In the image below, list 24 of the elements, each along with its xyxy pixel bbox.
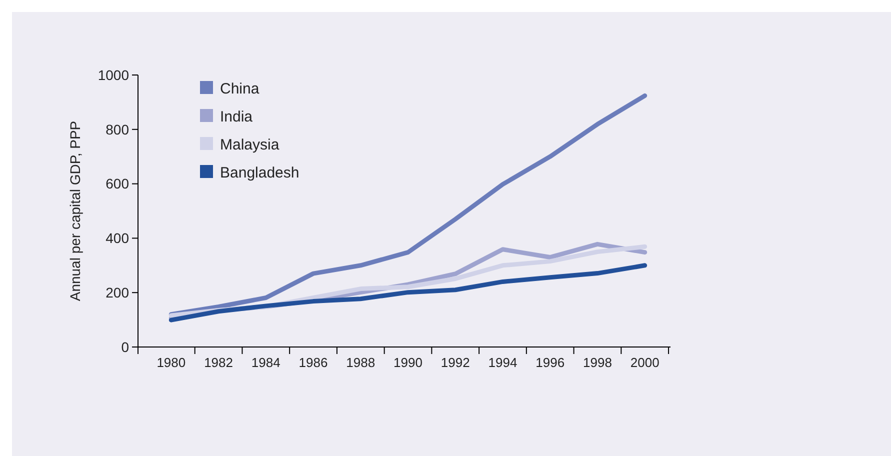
x-tick-label: 2000 (630, 355, 660, 370)
line-series (168, 93, 648, 317)
x-tick-label: 1982 (204, 355, 233, 370)
x-tick-label: 1996 (536, 355, 565, 370)
y-tick-label: 800 (106, 121, 130, 138)
y-tick-label: 600 (106, 176, 130, 192)
y-tick-label: 0 (121, 338, 130, 355)
x-tick-label: 1994 (488, 355, 518, 370)
y-tick-label: 400 (106, 230, 130, 246)
y-axis-title: Annual per capital GDP, PPP (67, 120, 83, 302)
line-series (168, 263, 648, 322)
x-tick-label: 1992 (440, 355, 470, 370)
x-tick-label: 1990 (394, 355, 422, 370)
y-tick-label: 1000 (98, 66, 130, 83)
legend-label: Bangladesh (220, 164, 300, 182)
x-tick-label: 1980 (156, 355, 186, 370)
x-tick-label: 1984 (251, 355, 280, 370)
x-tick-label: 1988 (346, 355, 376, 370)
legend-label: Malaysia (220, 136, 280, 154)
legend-label: China (220, 80, 260, 98)
x-tick-label: 1998 (583, 355, 612, 370)
legend-label: India (220, 108, 254, 126)
y-tick-label: 200 (106, 284, 130, 300)
x-tick-label: 1986 (298, 355, 328, 370)
